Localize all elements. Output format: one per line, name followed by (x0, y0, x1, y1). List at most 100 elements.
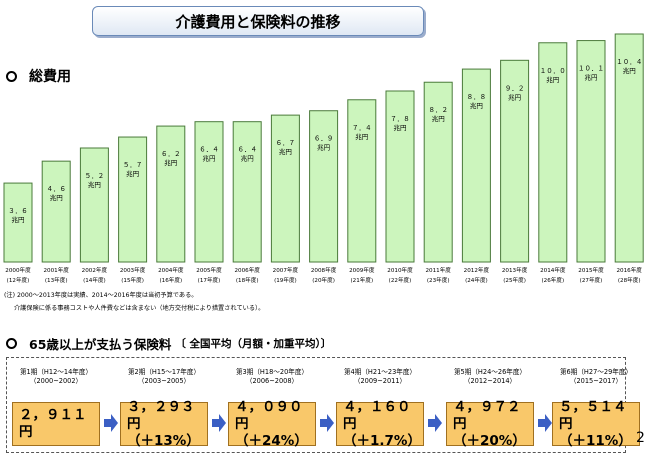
bar-value-label: ６．９ (314, 135, 334, 143)
x-tick-label: 2008年度 (311, 266, 337, 274)
period-label: 第3期（H18～20年度） (235, 368, 309, 376)
premium-amount: ３，２９３円 (127, 398, 195, 432)
x-subtick-label: (14年度) (83, 276, 106, 284)
period-header: 第2期（H15～17年度） （2003~2005） (116, 368, 212, 386)
period-years: （2012~2014） (463, 377, 517, 385)
period-years: （2015~2017） (569, 377, 623, 385)
bar-2015年度 (576, 40, 606, 263)
circle-bullet-icon (6, 70, 17, 82)
x-subtick-label: (17年度) (198, 276, 221, 284)
x-subtick-label: (22年度) (389, 276, 412, 284)
bar-unit-label: 兆円 (394, 123, 407, 132)
x-tick-label: 2014年度 (540, 266, 566, 274)
bar-unit-label: 兆円 (279, 147, 292, 156)
bar-unit-label: 兆円 (508, 92, 521, 101)
bar-2001年度 (41, 160, 71, 263)
section-total-cost-label: 総費用 (29, 69, 71, 85)
bar-unit-label: 兆円 (50, 193, 63, 202)
bar-2000年度 (3, 182, 33, 263)
x-subtick-label: (21年度) (350, 276, 373, 284)
bar-unit-label: 兆円 (12, 215, 25, 224)
bar-unit-label: 兆円 (432, 114, 445, 123)
period-header: 第1期（H12～14年度） （2000~2002） (8, 368, 104, 386)
bar-2005年度 (194, 121, 224, 263)
x-tick-label: 2004年度 (158, 266, 184, 274)
premium-box: ５，５１４円 （＋11%） (552, 398, 640, 449)
period-header: 第5期（H24～26年度） （2012~2014） (442, 368, 538, 386)
premium-change: （＋24%） (235, 432, 308, 449)
x-subtick-label: (16年度) (159, 276, 182, 284)
section-total-cost: 総費用 (6, 66, 71, 86)
period-years: （2003~2005） (137, 377, 191, 385)
x-subtick-label: (24年度) (465, 276, 488, 284)
note-line-2: 介護保険に係る事務コストや人件費などは含まない（地方交付税により措置されている）… (14, 305, 265, 312)
x-subtick-label: (23年度) (427, 276, 450, 284)
bar-value-label: ８．８ (467, 93, 487, 101)
bar-value-label: ７．４ (352, 124, 372, 132)
x-tick-label: 2013年度 (502, 266, 528, 274)
bar-unit-label: 兆円 (470, 101, 483, 110)
period-label: 第5期（H24～26年度） (453, 368, 527, 376)
period-label: 第1期（H12～14年度） (19, 368, 93, 376)
page-number: 2 (636, 430, 645, 446)
period-header: 第3期（H18～20年度） （2006~2008） (224, 368, 320, 386)
x-tick-label: 2006年度 (234, 266, 260, 274)
x-tick-label: 2002年度 (82, 266, 108, 274)
bar-2012年度 (461, 68, 491, 263)
premium-change: （＋11%） (559, 432, 632, 449)
bar-value-label: ６．４ (199, 146, 219, 154)
x-subtick-label: (20年度) (312, 276, 335, 284)
premium-amount: ２，９１１円 (19, 407, 87, 440)
bar-2016年度 (614, 33, 644, 263)
bar-value-label: １０．１ (578, 65, 604, 73)
x-subtick-label: (28年度) (618, 276, 641, 284)
bar-value-label: ６．７ (276, 139, 296, 147)
circle-bullet-icon (6, 338, 17, 349)
bar-2006年度 (232, 121, 262, 263)
premium-amount: ５，５１４円 (559, 398, 627, 432)
bar-value-label: ７．８ (390, 115, 410, 123)
section-premium-sublabel: 〔 全国平均（月額・加重平均）〕 (175, 338, 332, 350)
x-tick-label: 2003年度 (120, 266, 146, 274)
period-years: （2000~2002） (29, 377, 83, 385)
premium-box: ４，０９０円 （＋24%） (228, 399, 316, 449)
bar-value-label: １０．０ (540, 67, 566, 75)
bar-2003年度 (118, 136, 148, 263)
period-header: 第6期（H27～29年度） （2015~2017） (548, 368, 644, 386)
bar-2008年度 (309, 110, 339, 263)
bar-2002年度 (79, 147, 109, 263)
premium-change: （＋1.7%） (343, 432, 421, 449)
bar-value-label: ５．２ (85, 172, 105, 180)
x-tick-label: 2012年度 (464, 266, 490, 274)
x-subtick-label: (26年度) (541, 276, 564, 284)
bar-value-label: ４．６ (46, 185, 66, 193)
total-cost-bar-chart: ３．６兆円2000年度(12年度)４．６兆円2001年度(13年度)５．２兆円2… (3, 33, 644, 284)
bar-value-label: ６．２ (161, 150, 181, 158)
bar-value-label: ６．４ (237, 146, 257, 154)
bar-2009年度 (347, 99, 377, 263)
bar-2014年度 (538, 42, 568, 263)
bar-2011年度 (423, 81, 453, 263)
x-subtick-label: (13年度) (45, 276, 68, 284)
note-line-1: (注) 2000～2013年度は実績、2014～2016年度は当初予算である。 (4, 292, 198, 299)
x-tick-label: 2015年度 (578, 266, 604, 274)
x-tick-label: 2011年度 (425, 266, 451, 274)
premium-box: ４，９７２円 （＋20%） (446, 399, 534, 449)
page-title: 介護費用と保険料の推移 (92, 6, 424, 36)
x-subtick-label: (12年度) (7, 276, 30, 284)
premium-box: ３，２９３円 （＋13%） (120, 398, 208, 449)
bar-unit-label: 兆円 (203, 154, 216, 163)
x-subtick-label: (15年度) (121, 276, 144, 284)
bar-value-label: １０．４ (616, 58, 642, 66)
bar-2010年度 (385, 90, 415, 263)
bar-unit-label: 兆円 (546, 75, 559, 84)
period-years: （2006~2008） (245, 377, 299, 385)
x-tick-label: 2001年度 (43, 266, 69, 274)
section-premium: 65歳以上が支払う保険料 〔 全国平均（月額・加重平均）〕 (6, 334, 331, 353)
bar-2013年度 (500, 59, 530, 263)
x-subtick-label: (18年度) (236, 276, 259, 284)
premium-amount: ４，１６０円 (343, 398, 411, 432)
bar-value-label: ３．６ (8, 207, 28, 215)
x-subtick-label: (27年度) (580, 276, 603, 284)
bar-unit-label: 兆円 (317, 143, 330, 152)
